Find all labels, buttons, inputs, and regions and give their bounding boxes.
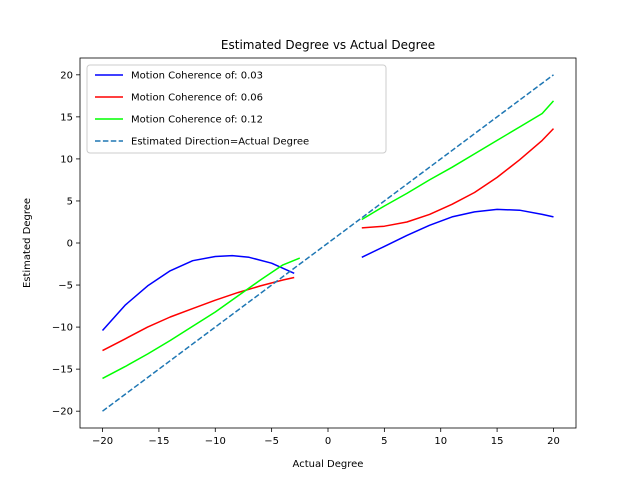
legend-label: Motion Coherence of: 0.06	[131, 93, 263, 104]
series-line-1-segment-1	[101, 254, 295, 331]
legend: Motion Coherence of: 0.03 Motion Coherenc…	[86, 64, 387, 154]
series-line-3-segment-1	[102, 257, 301, 380]
y-tick-label: −15	[52, 365, 73, 376]
y-axis-label: Estimated Degree	[22, 198, 33, 288]
y-tick-label: 5	[67, 196, 73, 207]
legend-label: Estimated Direction=Actual Degree	[131, 137, 309, 148]
x-tick-label: −20	[92, 436, 113, 447]
y-tick-label: 0	[67, 239, 73, 250]
y-tick-label: 20	[60, 70, 73, 81]
x-tick-label: 15	[491, 436, 504, 447]
x-axis: −20 −15 −10 −5 0 5 10 15 20	[92, 428, 560, 447]
legend-label: Motion Coherence of: 0.12	[131, 115, 263, 126]
x-tick-label: 10	[434, 436, 447, 447]
y-tick-label: −20	[52, 407, 73, 418]
y-tick-label: −5	[58, 281, 73, 292]
series-line-4-segment-1	[102, 74, 554, 412]
series-line-3-segment-2	[361, 100, 555, 221]
series-line-1-segment-2	[361, 208, 554, 258]
y-tick-label: 10	[60, 154, 73, 165]
x-tick-label: −5	[264, 436, 279, 447]
x-axis-label: Actual Degree	[293, 459, 364, 470]
legend-label: Motion Coherence of: 0.03	[131, 71, 263, 82]
y-axis: −20 −15 −10 −5 0 5 10 15 20	[52, 70, 80, 418]
y-tick-label: 15	[60, 112, 73, 123]
series-layer	[101, 74, 555, 412]
x-tick-label: −10	[205, 436, 226, 447]
x-tick-label: −15	[148, 436, 169, 447]
y-tick-label: −10	[52, 323, 73, 334]
legend-frame	[86, 64, 387, 154]
chart-title: Estimated Degree vs Actual Degree	[221, 38, 435, 52]
x-tick-label: 20	[547, 436, 560, 447]
x-tick-label: 5	[381, 436, 387, 447]
series-line-2-segment-2	[361, 128, 555, 229]
x-tick-label: 0	[325, 436, 331, 447]
series-line-2-segment-1	[102, 276, 295, 352]
